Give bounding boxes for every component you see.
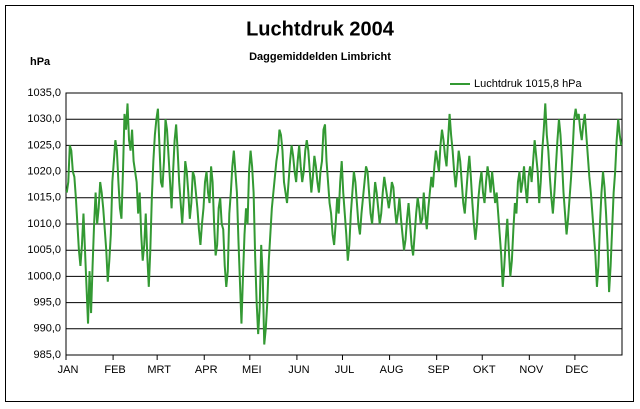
legend-label: Luchtdruk 1015,8 hPa: [474, 78, 583, 90]
y-tick-label: 1035,0: [27, 87, 61, 99]
y-tick-label: 1030,0: [27, 113, 61, 125]
y-tick-label: 990,0: [33, 323, 61, 335]
x-tick-label: JUN: [288, 364, 309, 376]
chart-subtitle: Daggemiddelden Limbricht: [249, 51, 391, 63]
y-tick-label: 1025,0: [27, 139, 61, 151]
y-tick-label: 1020,0: [27, 166, 61, 178]
x-tick-label: NOV: [519, 364, 544, 376]
x-tick-label: AUG: [380, 364, 404, 376]
y-tick-label: 985,0: [33, 349, 61, 361]
y-tick-label: 1015,0: [27, 192, 61, 204]
x-tick-label: MRT: [147, 364, 171, 376]
x-tick-label: FEB: [104, 364, 125, 376]
y-tick-label: 1010,0: [27, 218, 61, 230]
x-tick-label: APR: [195, 364, 218, 376]
y-tick-label: 1005,0: [27, 244, 61, 256]
x-tick-label: JAN: [58, 364, 79, 376]
chart-title: Luchtdruk 2004: [246, 18, 395, 40]
y-axis-label: hPa: [30, 56, 51, 68]
x-tick-label: MEI: [242, 364, 262, 376]
y-tick-label: 1000,0: [27, 270, 61, 282]
x-tick-label: DEC: [565, 364, 588, 376]
x-tick-label: SEP: [428, 364, 450, 376]
x-tick-label: OKT: [473, 364, 496, 376]
x-tick-label: JUL: [335, 364, 355, 376]
y-tick-label: 995,0: [33, 297, 61, 309]
data-line: [65, 103, 623, 345]
